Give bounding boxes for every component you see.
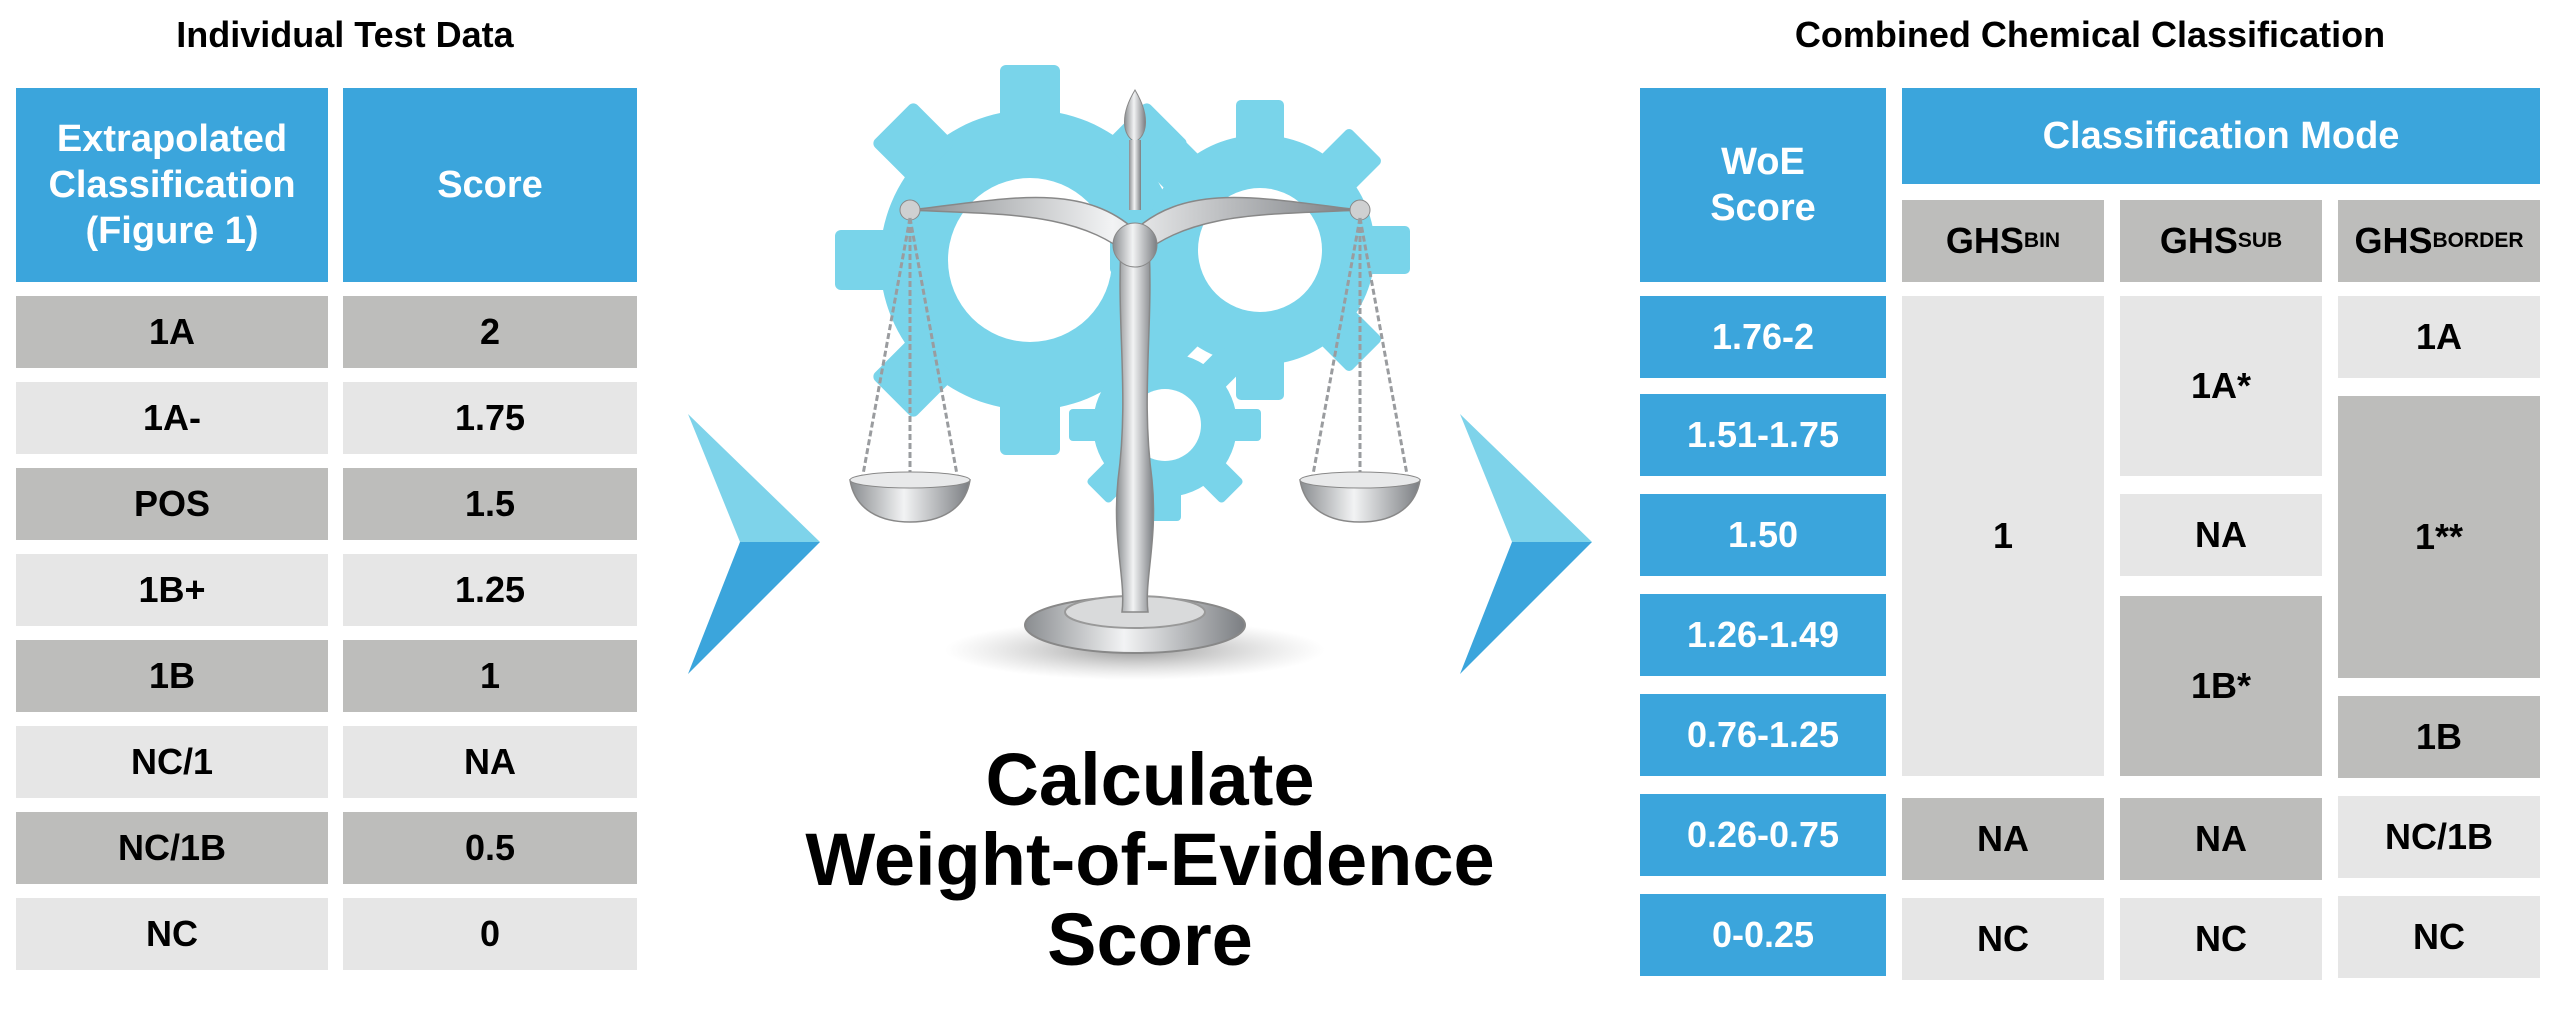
gear-icon [835,65,1421,680]
arrow-right-icon [688,414,820,674]
ghs-sub-1a-cell: 1A* [2120,296,2322,476]
score-cell: 1.5 [343,468,637,540]
ghs-border-nc-cell: NC [2338,896,2540,978]
classification-mode-header: Classification Mode [1902,88,2540,184]
classification-cell: 1B [16,640,328,712]
header-line-2: Score [1710,187,1816,229]
ghs-bin-merged-cell: 1 [1902,296,2104,776]
title-line-3: Score [1047,898,1253,981]
ghs-sub-na-cell: NA [2120,798,2322,880]
right-section-title: Combined Chemical Classification [1794,14,2386,55]
score-cell: 0 [343,898,637,970]
ghs-bin-header: GHS BIN [1902,200,2104,282]
score-cell: 0.5 [343,812,637,884]
left-section-title: Individual Test Data [176,14,514,55]
score-cell: 2 [343,296,637,368]
ghs-sub-1b-cell: 1B* [2120,596,2322,776]
woe-range-cell: 1.76-2 [1640,296,1886,378]
ghs-border-header: GHS BORDER [2338,200,2540,282]
ghs-sub: BIN [2023,229,2061,252]
ghs-sub: SUB [2237,229,2283,252]
ghs-border-1a-cell: 1A [2338,296,2540,378]
woe-range-cell: 1.50 [1640,494,1886,576]
ghs-sub: BORDER [2432,229,2524,252]
classification-cell: 1A- [16,382,328,454]
classification-cell: POS [16,468,328,540]
ghs-sub-nc-cell: NC [2120,898,2322,980]
score-cell: 1.75 [343,382,637,454]
score-cell: 1.25 [343,554,637,626]
woe-range-cell: 0.26-0.75 [1640,794,1886,876]
header-line-1: WoE [1721,141,1805,183]
ghs-border-1b-cell: 1B [2338,696,2540,778]
arrow-right-icon [1460,414,1592,674]
woe-range-cell: 1.26-1.49 [1640,594,1886,676]
header-line-2: Classification [48,164,296,206]
classification-cell: 1A [16,296,328,368]
score-header: Score [343,88,637,282]
ghs-base: GHS [1945,220,2024,261]
header-line-3: (Figure 1) [85,210,259,252]
score-cell: NA [343,726,637,798]
ghs-bin-na-cell: NA [1902,798,2104,880]
ghs-border-1-cell: 1** [2338,396,2540,678]
title-line-1: Calculate [985,738,1315,821]
ghs-base: GHS [2354,220,2433,261]
classification-cell: 1B+ [16,554,328,626]
balance-scale-icon [849,89,1421,680]
woe-range-cell: 1.51-1.75 [1640,394,1886,476]
ghs-bin-nc-cell: NC [1902,898,2104,980]
calculate-woe-title: Calculate Weight-of-Evidence Score [740,740,1560,980]
woe-score-header: WoE Score [1640,88,1886,282]
classification-cell: NC [16,898,328,970]
ghs-base: GHS [2159,220,2238,261]
classification-cell: NC/1 [16,726,328,798]
ghs-border-nc1b-cell: NC/1B [2338,796,2540,878]
woe-range-cell: 0-0.25 [1640,894,1886,976]
title-line-2: Weight-of-Evidence [805,818,1495,901]
extrapolated-classification-header: Extrapolated Classification (Figure 1) [16,88,328,282]
header-line-1: Extrapolated [56,118,288,160]
score-cell: 1 [343,640,637,712]
ghs-sub-na-mid-cell: NA [2120,494,2322,576]
woe-range-cell: 0.76-1.25 [1640,694,1886,776]
classification-cell: NC/1B [16,812,328,884]
ghs-sub-header: GHS SUB [2120,200,2322,282]
